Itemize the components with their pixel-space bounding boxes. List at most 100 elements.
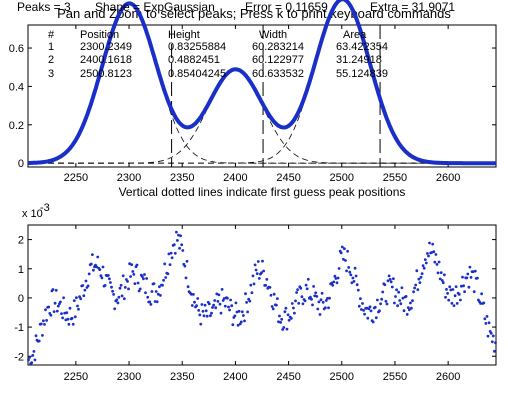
residual-point — [121, 274, 125, 278]
residual-point — [289, 317, 293, 320]
residual-point — [398, 299, 402, 302]
residual-point — [349, 273, 353, 277]
residual-point — [233, 314, 237, 318]
residual-point — [136, 281, 140, 285]
residual-point — [469, 276, 473, 279]
residual-point — [176, 239, 179, 242]
residual-point — [132, 273, 136, 276]
residual-point — [79, 297, 83, 301]
residual-point — [406, 306, 410, 309]
residual-point — [158, 285, 161, 289]
residual-point — [217, 293, 221, 297]
residual-point — [56, 304, 60, 308]
residual-point — [276, 297, 279, 300]
residual-point — [428, 241, 431, 245]
residual-point — [451, 288, 455, 291]
residual-point — [275, 303, 278, 307]
residual-point — [131, 270, 135, 273]
residual-point — [87, 272, 91, 276]
residual-point — [227, 305, 230, 309]
residual-point — [413, 286, 416, 290]
residual-point — [309, 295, 312, 299]
residual-point — [229, 298, 233, 302]
residual-point — [197, 309, 201, 312]
residual-point — [371, 320, 375, 324]
residual-point — [130, 263, 134, 266]
residual-point — [493, 349, 496, 353]
x-tick-label: 2300 — [117, 371, 141, 383]
residual-point — [155, 300, 159, 304]
residual-point — [283, 310, 287, 314]
residual-point — [445, 288, 448, 291]
x-tick-label: 2600 — [436, 172, 460, 184]
residual-point — [467, 285, 471, 289]
residual-point — [412, 290, 415, 294]
table-cell: 1 — [48, 41, 54, 53]
residual-point — [195, 304, 199, 307]
residual-point — [261, 259, 264, 263]
x-tick-label: 2450 — [276, 371, 300, 383]
residual-point — [319, 298, 323, 302]
residual-point — [479, 302, 482, 305]
residual-axes-frame[interactable] — [27, 224, 497, 366]
residual-point — [246, 310, 250, 314]
residual-point — [386, 279, 390, 283]
residual-point — [126, 280, 129, 283]
residual-point — [220, 288, 224, 291]
residual-point — [239, 320, 243, 324]
y-tick-label: 0.6 — [9, 43, 24, 55]
y-tick-label: -2 — [14, 351, 24, 363]
residual-point — [448, 285, 452, 289]
table-cell: 2300.2349 — [80, 41, 132, 53]
residual-point — [342, 257, 345, 261]
residual-point — [140, 275, 144, 278]
residual-point — [199, 322, 203, 326]
residual-point — [222, 297, 226, 300]
residual-point — [473, 269, 477, 273]
residual-point — [355, 283, 359, 287]
residual-point — [360, 308, 363, 311]
table-cell: 31.24918 — [336, 54, 382, 66]
y-tick-label: 0.2 — [9, 120, 24, 132]
residual-point — [354, 274, 358, 278]
residual-point — [459, 298, 462, 302]
y-tick-label: 0 — [18, 293, 24, 305]
residual-point — [286, 313, 290, 317]
residual-point — [374, 316, 378, 320]
residual-point — [72, 299, 76, 302]
residual-point — [323, 306, 327, 310]
residual-point — [489, 331, 493, 335]
residual-point — [84, 279, 88, 283]
residual-point — [162, 278, 166, 282]
y-tick-label: 0.4 — [9, 81, 24, 93]
residual-point — [111, 289, 114, 293]
y-tick-label: 2 — [18, 235, 24, 247]
residual-point — [336, 276, 340, 280]
residual-point — [443, 273, 446, 277]
residual-point — [211, 306, 214, 309]
residual-point — [262, 269, 265, 273]
residual-point — [256, 260, 260, 263]
residual-point — [441, 281, 445, 285]
residual-point — [234, 301, 238, 305]
residual-point — [411, 299, 414, 303]
residual-point — [434, 253, 438, 256]
residual-point — [146, 295, 150, 299]
residual-point — [491, 334, 495, 338]
residual-point — [205, 314, 209, 318]
residual-point — [192, 293, 195, 296]
residual-point — [89, 262, 93, 266]
residual-point — [96, 255, 100, 259]
residual-point — [52, 310, 56, 313]
residual-point — [82, 294, 86, 298]
residual-point — [60, 312, 63, 315]
residual-point — [252, 282, 256, 286]
residual-point — [303, 299, 307, 303]
residual-point — [75, 296, 78, 300]
residual-point — [116, 301, 120, 305]
residual-point — [476, 276, 479, 280]
residual-point — [446, 292, 449, 295]
residual-point — [369, 309, 373, 313]
table-cell: 60.633532 — [252, 68, 304, 80]
